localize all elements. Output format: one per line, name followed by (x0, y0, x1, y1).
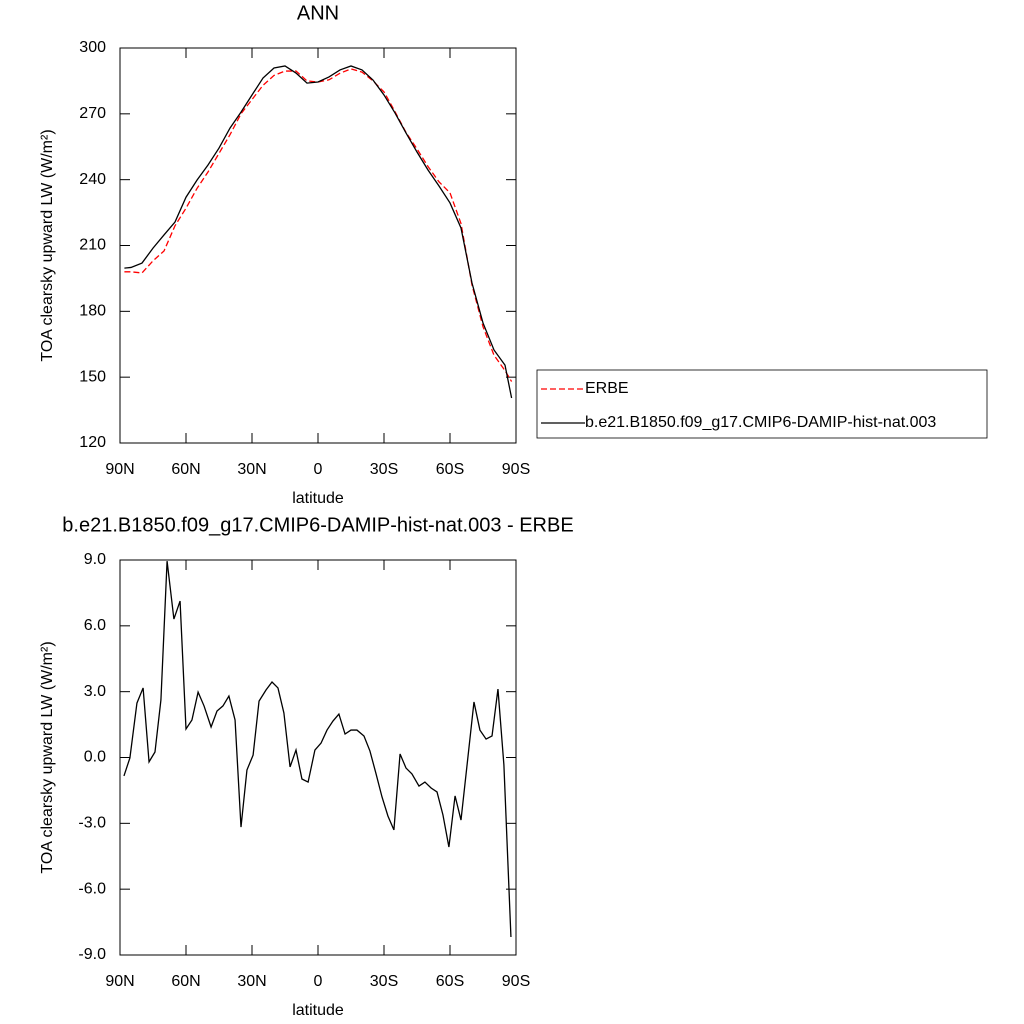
x-tick-label: 60S (436, 461, 464, 478)
x-tick-label: 0 (314, 973, 323, 990)
y-tick-label: 270 (79, 105, 106, 122)
y-tick-label: 210 (79, 237, 106, 254)
x-tick-label: 30N (237, 973, 266, 990)
x-axis-label: latitude (292, 1002, 344, 1019)
y-tick-label: 150 (79, 368, 106, 385)
y-tick-label: 240 (79, 171, 106, 188)
legend-box (536, 369, 988, 439)
x-tick-label: 30S (370, 973, 398, 990)
y-tick-label: 180 (79, 303, 106, 320)
x-tick-label: 30N (237, 461, 266, 478)
y-axis-label: TOA clearsky upward LW (W/m²) (39, 641, 56, 873)
plot-frame (119, 47, 517, 444)
x-tick-label: 60S (436, 973, 464, 990)
x-tick-label: 30S (370, 461, 398, 478)
x-tick-label: 90S (502, 973, 530, 990)
y-tick-label: 0.0 (84, 749, 106, 766)
x-tick-label: 60N (171, 973, 200, 990)
x-tick-label: 60N (171, 461, 200, 478)
x-axis-label: latitude (292, 490, 344, 507)
y-tick-label: 9.0 (84, 551, 106, 568)
y-tick-label: -9.0 (78, 946, 106, 963)
y-tick-label: 3.0 (84, 683, 106, 700)
legend-label: b.e21.B1850.f09_g17.CMIP6-DAMIP-hist-nat… (585, 414, 936, 431)
chart-title: b.e21.B1850.f09_g17.CMIP6-DAMIP-hist-nat… (62, 514, 573, 536)
plot-frame (119, 559, 517, 956)
x-tick-label: 90S (502, 461, 530, 478)
y-tick-label: 120 (79, 434, 106, 451)
y-tick-label: -6.0 (78, 880, 106, 897)
legend-label: ERBE (585, 380, 629, 397)
x-tick-label: 0 (314, 461, 323, 478)
x-tick-label: 90N (105, 973, 134, 990)
chart-title: ANN (297, 2, 339, 24)
y-axis-label: TOA clearsky upward LW (W/m²) (39, 129, 56, 361)
series-line (124, 65, 513, 399)
series-line (124, 68, 513, 382)
x-tick-label: 90N (105, 461, 134, 478)
y-tick-label: 6.0 (84, 617, 106, 634)
y-tick-label: -3.0 (78, 815, 106, 832)
series-line (123, 561, 512, 938)
y-tick-label: 300 (79, 39, 106, 56)
